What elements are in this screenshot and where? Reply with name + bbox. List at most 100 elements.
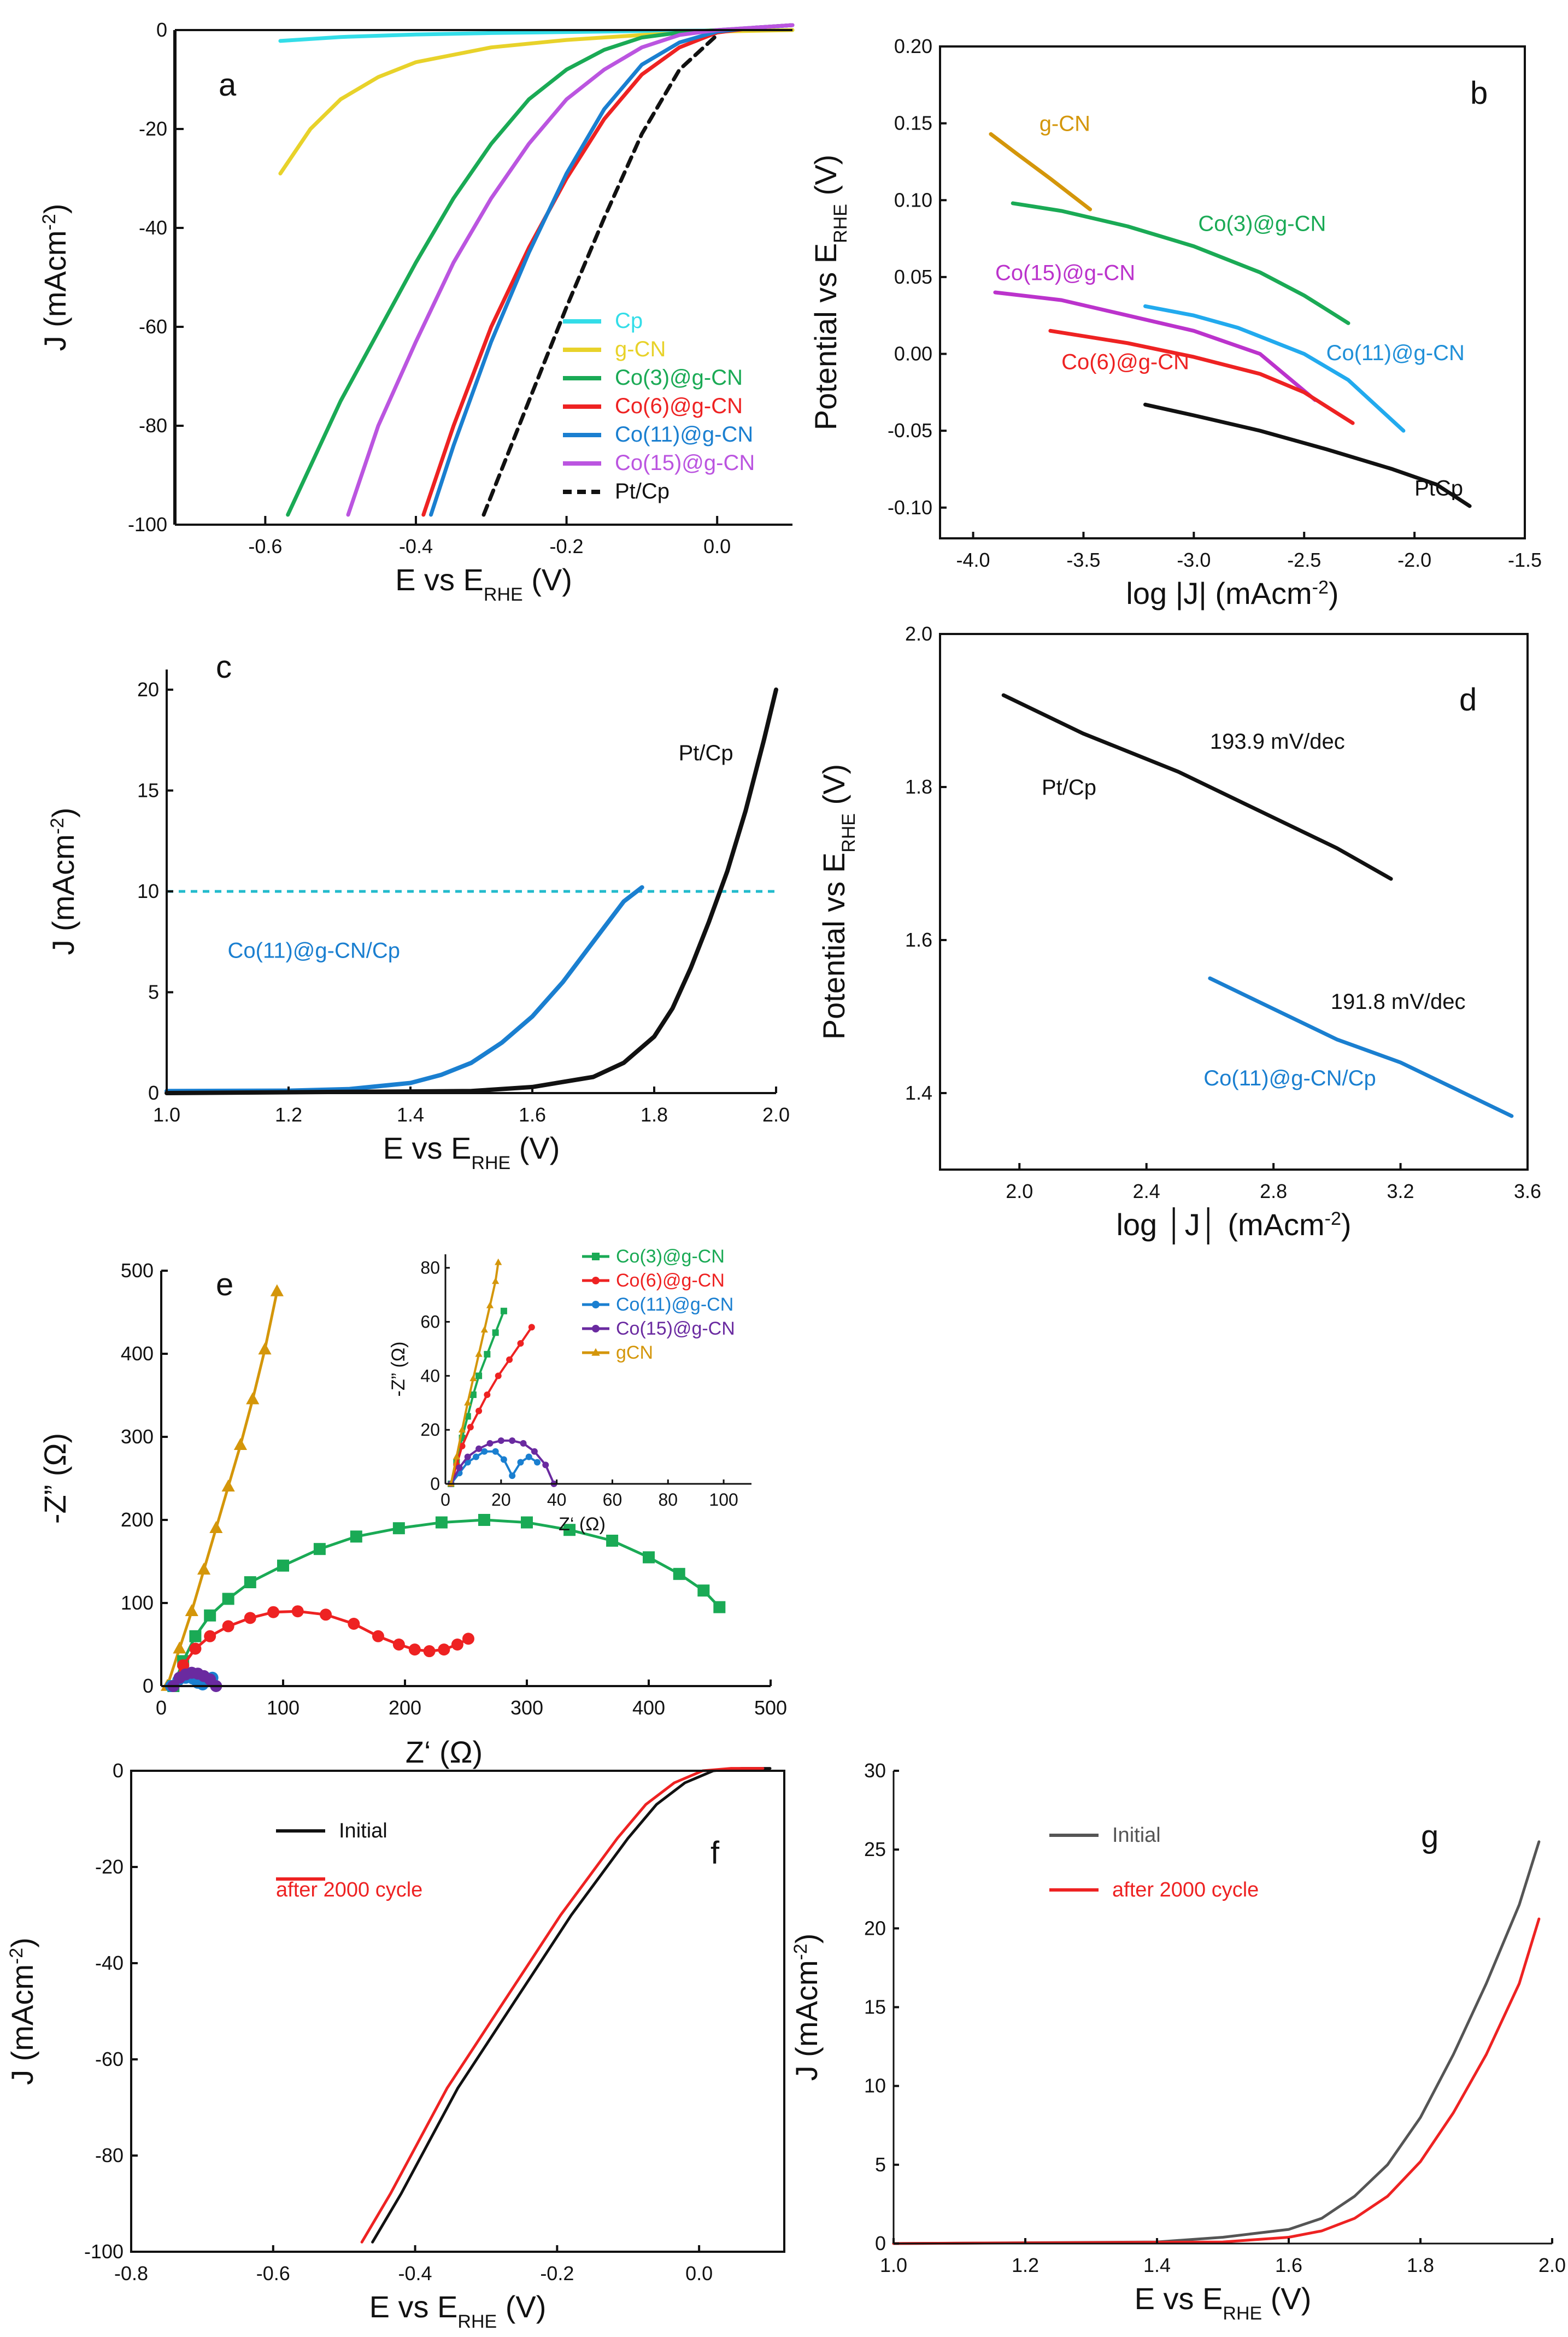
series-line-after-2000-cycle (360, 1767, 765, 2244)
x-tick-label: 1.4 (397, 1103, 424, 1126)
series-line-after-2000-cycle (892, 1917, 1541, 2245)
data-point-co-15-g-cn (464, 1453, 471, 1460)
data-point-co-15-g-cn (509, 1437, 516, 1444)
x-tick-label: -0.4 (398, 2262, 432, 2285)
inset-y-tick-label: 20 (420, 1420, 440, 1440)
data-point-gcn (270, 1284, 284, 1296)
y-tick-label: 1.8 (905, 776, 932, 798)
data-point-gcn (480, 1326, 488, 1333)
inset-legend-label-co-15-g-cn: Co(15)@g-CN (616, 1318, 735, 1339)
data-point-co-6-g-cn (451, 1639, 463, 1651)
data-point-gcn (458, 1425, 466, 1432)
inset-y-tick-label: 40 (420, 1366, 440, 1385)
data-point-co-6-g-cn (204, 1630, 216, 1642)
y-axis-label: J (mAcm-2) (38, 204, 72, 351)
y-tick-label: -20 (139, 118, 167, 140)
data-point-co-6-g-cn (462, 1633, 474, 1645)
data-point-co-3-g-cn (392, 1522, 405, 1535)
y-tick-label: -80 (139, 414, 167, 437)
x-tick-label: 1.0 (880, 2254, 907, 2276)
y-tick-label: -80 (95, 2144, 124, 2166)
series-line-gcn (166, 1291, 279, 1687)
x-tick-label: -0.6 (248, 535, 282, 557)
data-point-co-15-g-cn (475, 1445, 483, 1452)
data-point-co-6-g-cn (348, 1618, 360, 1630)
annotation-label: Co(6)@g-CN (1061, 350, 1189, 374)
y-tick-label: 10 (137, 880, 159, 902)
y-tick-label: -0.10 (888, 496, 932, 519)
y-tick-label: 0 (113, 1759, 124, 1782)
data-point-co-3-g-cn (313, 1543, 326, 1555)
data-point-gcn (185, 1604, 198, 1616)
data-point-co-11-g-cn (592, 1301, 600, 1308)
x-tick-label: 1.2 (275, 1103, 302, 1126)
data-point-co-15-g-cn (592, 1325, 600, 1332)
data-point-co-6-g-cn (438, 1643, 450, 1656)
inset-y-axis-label: -Z” (Ω) (388, 1342, 409, 1397)
data-point-gcn (246, 1392, 260, 1405)
y-tick-label: 0.10 (894, 189, 932, 211)
y-tick-label: -0.05 (888, 419, 932, 442)
y-tick-label: 0.00 (894, 343, 932, 365)
x-tick-label: 300 (510, 1696, 543, 1719)
x-tick-label: 0.0 (703, 535, 731, 557)
x-tick-label: 1.6 (1275, 2254, 1302, 2276)
panel-f: -0.8 -0.6 -0.4 -0.2 0.0 0 -20 -40 -60 -80 -100 E vs… (5, 1759, 785, 2332)
data-point-co-3-g-cn (521, 1516, 533, 1529)
x-tick-label: 1.8 (641, 1103, 668, 1126)
data-point-co-3-g-cn (222, 1593, 234, 1605)
series-line-co-6-g-cn (1048, 328, 1355, 425)
y-tick-label: 0 (143, 1675, 154, 1697)
x-tick-label: 2.4 (1133, 1180, 1160, 1202)
series-line-pt-cp (1001, 693, 1393, 881)
x-axis-label: E vs ERHE (V) (383, 1131, 560, 1173)
panel-letter: g (1421, 1819, 1438, 1854)
series-line-initial (892, 1840, 1541, 2245)
legend-label-co-11-g-cn: Co(11)@g-CN (615, 422, 753, 447)
data-point-co-6-g-cn (484, 1391, 491, 1398)
data-point-gcn (492, 1277, 500, 1284)
data-point-co-11-g-cn (481, 1448, 488, 1455)
data-point-co-3-g-cn (643, 1551, 655, 1564)
data-point-co-6-g-cn (408, 1643, 421, 1656)
y-tick-label: 25 (864, 1838, 886, 1860)
y-tick-label: 20 (864, 1917, 886, 1939)
data-point-co-6-g-cn (517, 1340, 524, 1347)
y-tick-label: 5 (875, 2153, 886, 2176)
y-tick-label: 15 (864, 1996, 886, 2018)
legend-label-co-3-g-cn: Co(3)@g-CN (615, 366, 743, 390)
inset-x-tick-label: 80 (658, 1490, 678, 1510)
plot-frame (939, 633, 1529, 1171)
panel-c: 1.0 1.2 1.4 1.6 1.8 2.0 0 5 10 15 20 E vs ERHE (V) J… (46, 649, 790, 1173)
y-tick-label: 0 (156, 19, 167, 41)
y-tick-label: 0.15 (894, 112, 932, 134)
inset-line-co-6-g-cn (450, 1326, 533, 1484)
data-point-co-6-g-cn (320, 1608, 332, 1621)
data-point-gcn (469, 1375, 477, 1382)
data-point-co-15-g-cn (486, 1440, 494, 1447)
y-tick-label: 0 (875, 2232, 886, 2254)
plot-frame (939, 45, 1526, 539)
y-axis-label: J (mAcm-2) (46, 808, 80, 955)
y-tick-label: 300 (121, 1425, 154, 1448)
annotation-label: 191.8 mV/dec (1331, 990, 1466, 1014)
series-line-g-cn (989, 132, 1093, 212)
y-tick-label: 0.20 (894, 35, 932, 57)
series-line-co-11-g-cn-cp (165, 885, 644, 1094)
y-tick-label: -60 (95, 2048, 124, 2070)
panel-letter: f (710, 1835, 720, 1871)
y-tick-label: -40 (139, 216, 167, 239)
data-point-co-15-g-cn (531, 1448, 538, 1455)
legend-label-after-2000-cycle: after 2000 cycle (276, 1878, 422, 1901)
annotation-label: g-CN (1040, 112, 1090, 136)
inset-x-tick-label: 0 (441, 1490, 450, 1510)
x-tick-label: 3.6 (1514, 1180, 1541, 1202)
data-point-gcn (495, 1258, 502, 1265)
x-tick-label: -3.0 (1177, 549, 1211, 571)
x-tick-label: 3.2 (1387, 1180, 1414, 1202)
x-tick-label: -0.8 (114, 2262, 148, 2285)
data-point-gcn (591, 1348, 600, 1356)
panel-letter: d (1459, 682, 1477, 718)
